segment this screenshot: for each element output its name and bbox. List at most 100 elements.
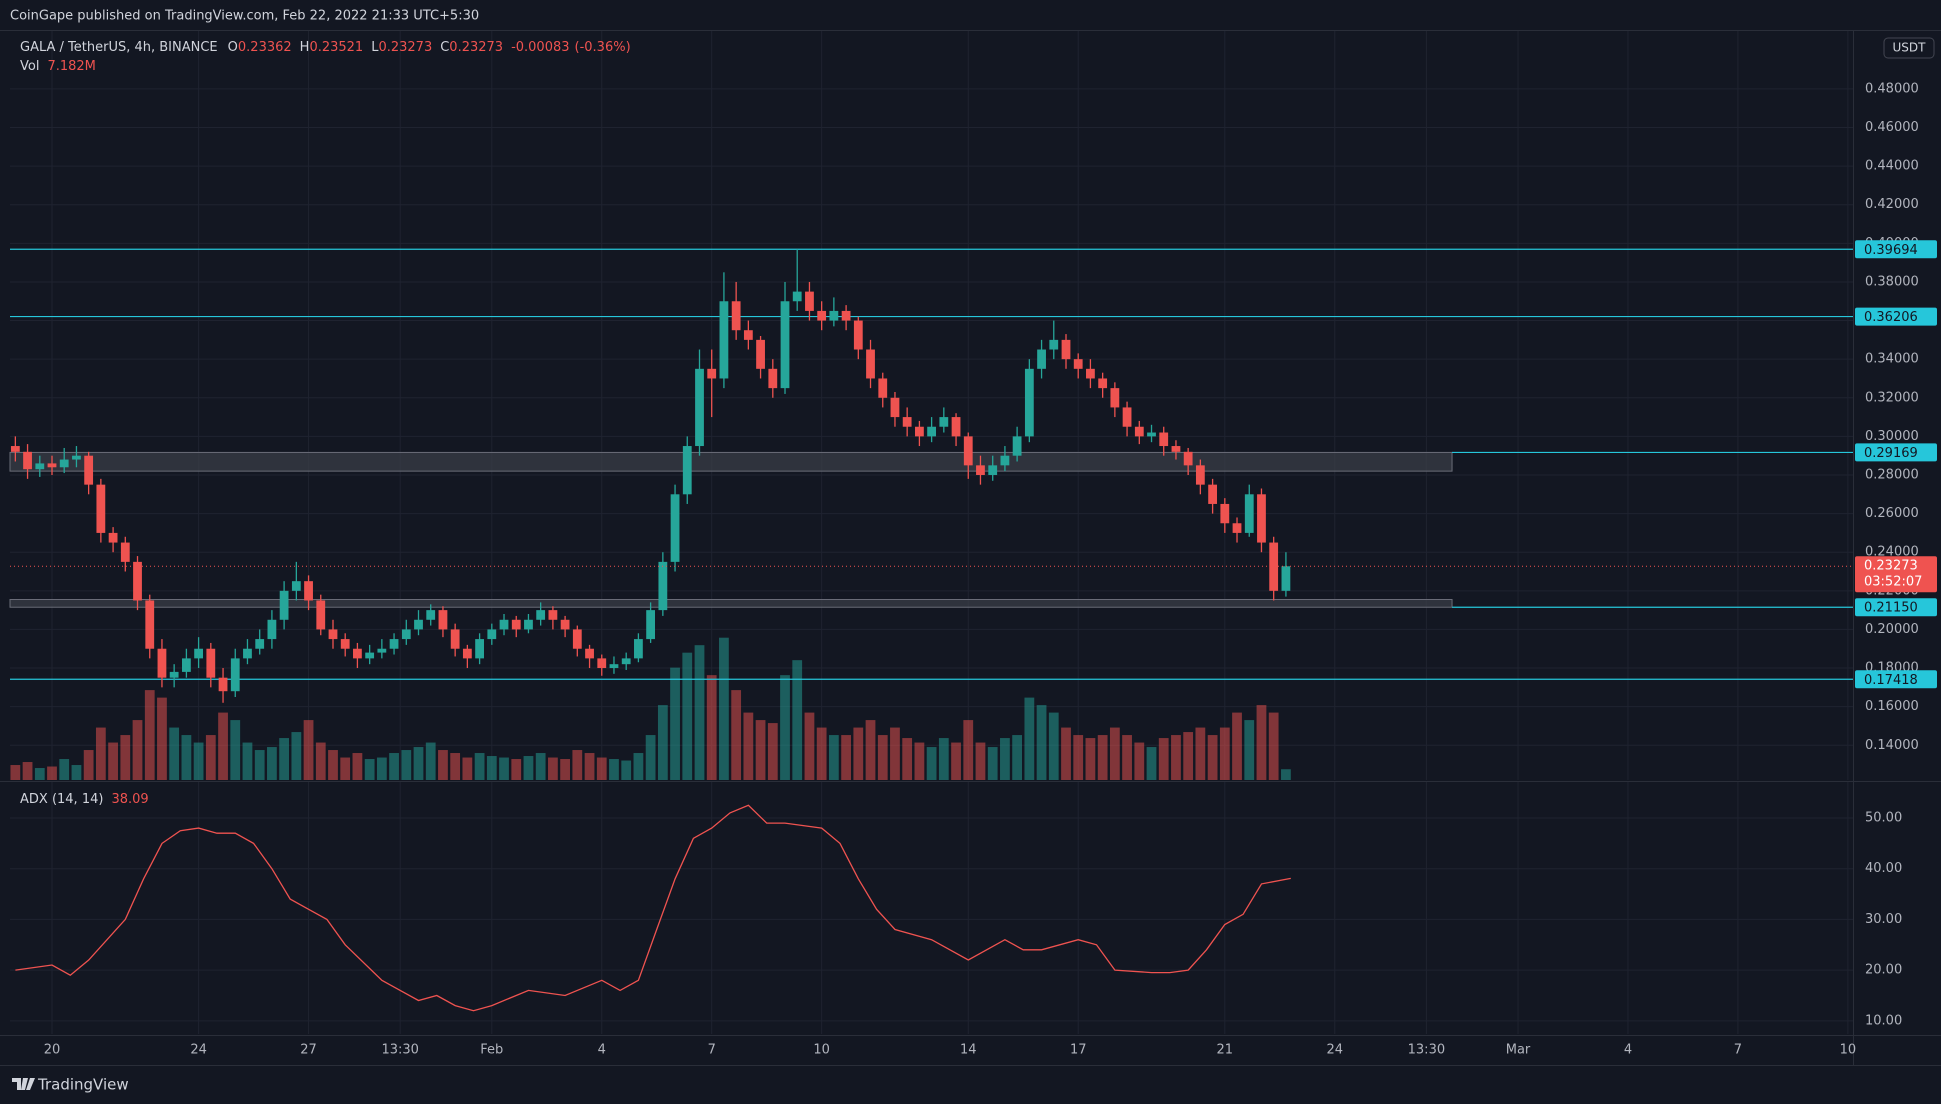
volume-bar: [1048, 712, 1059, 780]
volume-bar: [682, 652, 693, 780]
volume-bar: [401, 750, 412, 780]
volume-bar: [621, 760, 632, 780]
candle-body: [560, 619, 570, 630]
volume-bar: [938, 738, 949, 780]
candle-body: [182, 658, 191, 672]
volume-bar: [743, 712, 754, 780]
volume-bar: [902, 738, 913, 780]
volume-bar: [1073, 735, 1084, 780]
price-level-badge: [1855, 307, 1937, 326]
candle-body: [353, 648, 362, 659]
x-tick-label: 24: [1326, 1043, 1343, 1058]
symbol-name: GALA / TetherUS, 4h, BINANCE: [20, 40, 218, 55]
candle-body: [438, 610, 448, 630]
candle-body: [218, 677, 228, 692]
volume-bar: [315, 742, 326, 780]
candle-body: [878, 378, 888, 398]
volume-bar: [462, 757, 473, 780]
candle-body: [585, 648, 594, 659]
volume-bar: [670, 667, 680, 780]
price-level-label: 0.39694: [1864, 243, 1918, 258]
volume-bar: [425, 742, 436, 780]
brand-logo[interactable]: TradingView: [12, 1076, 129, 1094]
candle-body: [597, 658, 607, 669]
candle-body: [462, 648, 472, 659]
candle-body: [475, 639, 484, 659]
volume-bar: [1012, 735, 1023, 780]
volume-bar: [1256, 705, 1267, 780]
volume-bar: [352, 753, 363, 780]
volume-bar: [1109, 727, 1120, 780]
y-tick-label: 0.44000: [1865, 159, 1919, 174]
volume-bar: [254, 750, 265, 780]
adx-legend: ADX (14, 14) 38.09: [20, 792, 149, 807]
volume-bar: [1122, 735, 1132, 780]
volume-bar: [22, 762, 33, 780]
volume-bar: [792, 660, 803, 780]
volume-bar: [1207, 735, 1218, 780]
last-price-label: 0.23273: [1864, 559, 1918, 574]
candle-body: [120, 542, 130, 562]
candle-body: [902, 417, 912, 427]
candle-body: [206, 648, 216, 678]
volume-bar: [193, 742, 204, 780]
adx-tick-label: 50.00: [1865, 811, 1902, 826]
volume-bar: [486, 756, 497, 780]
volume-bar: [584, 753, 595, 780]
ohlc-value: 0.23521: [309, 40, 363, 55]
y-tick-label: 0.38000: [1865, 274, 1919, 289]
candle-body: [963, 436, 973, 466]
adx-value: 38.09: [111, 792, 148, 807]
volume-bar: [1158, 738, 1169, 780]
x-tick-label: 20: [44, 1043, 61, 1058]
candle-body: [1232, 523, 1242, 533]
candle-body: [1269, 542, 1279, 591]
candle-body: [1134, 426, 1144, 437]
price-level-badge: [1855, 670, 1937, 689]
volume-bar: [767, 723, 778, 780]
volume-bar: [865, 720, 876, 780]
candle-body: [59, 459, 69, 468]
price-level-label: 0.17418: [1864, 673, 1918, 688]
candle-body: [682, 446, 692, 495]
adx-tick-label: 10.00: [1865, 1013, 1902, 1028]
x-tick-label: Feb: [480, 1043, 503, 1058]
volume-bar: [83, 750, 94, 780]
volume-bar: [157, 697, 167, 780]
volume-bar: [1085, 738, 1096, 780]
candle-body: [572, 629, 582, 649]
volume-bar: [364, 759, 375, 780]
volume-bar: [413, 747, 424, 780]
volume-bar: [1097, 735, 1108, 780]
volume-bar: [450, 753, 461, 780]
ohlc-value: 0.23362: [238, 40, 292, 55]
candle-body: [108, 532, 118, 543]
candle-body: [890, 397, 900, 418]
candle-body: [72, 455, 81, 460]
candle-body: [304, 581, 313, 601]
candle-body: [377, 648, 387, 653]
candle-body: [133, 561, 142, 601]
candle-body: [1061, 339, 1071, 360]
volume-bar: [828, 735, 839, 780]
x-tick-label: 10: [813, 1043, 830, 1058]
volume-bar: [47, 766, 57, 780]
x-tick-label: 7: [708, 1043, 716, 1058]
candle-body: [1049, 339, 1059, 350]
brand-name[interactable]: TradingView: [37, 1076, 129, 1094]
volume-bar: [1000, 738, 1010, 780]
candle-body: [805, 291, 814, 311]
candle-body: [243, 648, 252, 659]
candle-body: [817, 310, 827, 321]
volume-bar: [303, 720, 314, 780]
volume-bar: [780, 675, 790, 780]
candle-body: [316, 600, 326, 630]
volume-bar: [1036, 705, 1047, 780]
candle-body: [47, 463, 57, 468]
candle-body: [927, 426, 937, 437]
candle-body: [1281, 566, 1291, 591]
volume-bar: [987, 747, 998, 780]
candle-body: [1208, 484, 1218, 504]
volume-bar: [914, 742, 925, 780]
